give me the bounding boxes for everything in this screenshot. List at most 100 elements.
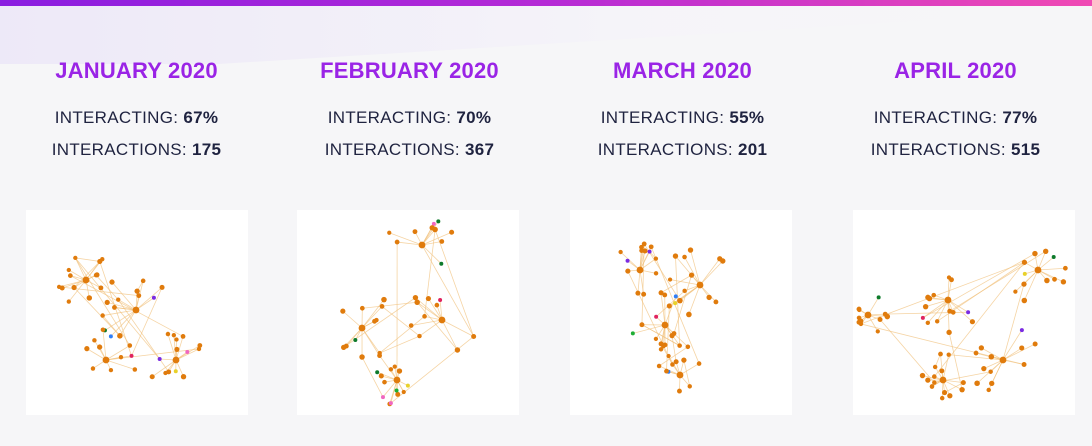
graph-node bbox=[434, 302, 440, 308]
graph-node bbox=[686, 311, 692, 318]
graph-node bbox=[635, 290, 641, 296]
graph-edge bbox=[377, 371, 398, 381]
graph-node bbox=[379, 304, 385, 309]
graph-node bbox=[926, 295, 933, 302]
graph-edge bbox=[650, 246, 700, 364]
month-title: FEBRUARY 2020 bbox=[320, 58, 499, 83]
graph-node bbox=[388, 367, 394, 372]
graph-node bbox=[92, 338, 97, 343]
graph-node bbox=[97, 344, 103, 350]
graph-node bbox=[688, 272, 695, 278]
graph-edge bbox=[421, 244, 442, 265]
graph-node bbox=[422, 314, 427, 319]
graph-node bbox=[359, 354, 365, 360]
graph-node bbox=[1022, 271, 1027, 276]
graph-edge bbox=[441, 319, 474, 337]
graph-node bbox=[999, 356, 1007, 364]
graph-node bbox=[656, 363, 662, 369]
graph-node bbox=[358, 324, 366, 332]
graph-node bbox=[696, 361, 702, 366]
graph-edge bbox=[991, 359, 1004, 384]
interacting-label: INTERACTING: bbox=[600, 108, 725, 127]
graph-node bbox=[109, 279, 115, 285]
graph-edge bbox=[670, 279, 701, 286]
graph-edge bbox=[660, 274, 692, 294]
network-graph bbox=[56, 255, 203, 380]
graph-node bbox=[73, 255, 78, 261]
graph-node bbox=[94, 272, 100, 278]
graph-edge bbox=[111, 281, 137, 311]
interacting-label: INTERACTING: bbox=[873, 108, 998, 127]
graph-edge bbox=[699, 284, 717, 303]
graph-node bbox=[653, 256, 659, 261]
graph-edge bbox=[942, 379, 963, 391]
graph-edge bbox=[671, 335, 677, 362]
graph-edge bbox=[666, 305, 670, 372]
graph-edge bbox=[690, 249, 701, 286]
month-panel-march: MARCH 2020 INTERACTING: 55% INTERACTIONS… bbox=[546, 0, 819, 446]
interactions-value: 201 bbox=[737, 140, 768, 159]
graph-edge bbox=[102, 329, 107, 361]
graph-edge bbox=[1002, 343, 1036, 361]
graph-node bbox=[639, 248, 645, 253]
graph-edge bbox=[948, 354, 1004, 361]
graph-edge bbox=[86, 348, 107, 361]
graph-node bbox=[666, 353, 671, 359]
graph-edge bbox=[104, 309, 137, 331]
graph-node bbox=[648, 244, 654, 250]
graph-node bbox=[412, 294, 419, 301]
graph-node bbox=[966, 310, 971, 315]
interactions-value: 515 bbox=[1010, 140, 1041, 159]
graph-node bbox=[677, 297, 683, 304]
graph-node bbox=[1060, 279, 1067, 285]
network-graph-card bbox=[853, 210, 1075, 415]
graph-node bbox=[172, 356, 180, 364]
graph-edge bbox=[114, 307, 137, 311]
graph-node bbox=[639, 244, 644, 250]
graph-edge bbox=[75, 257, 160, 360]
graph-node bbox=[454, 347, 461, 353]
graph-node bbox=[639, 322, 645, 328]
interactions-stat: INTERACTIONS: 515 bbox=[819, 140, 1092, 160]
top-accent-bar bbox=[0, 0, 1092, 6]
graph-edge bbox=[441, 319, 458, 351]
graph-edge bbox=[74, 257, 87, 281]
graph-edge bbox=[944, 382, 964, 393]
graph-edge bbox=[699, 260, 724, 286]
graph-edge bbox=[379, 335, 420, 354]
graph-node bbox=[934, 319, 940, 324]
graph-node bbox=[353, 338, 358, 343]
graph-edge bbox=[95, 274, 119, 300]
graph-node bbox=[946, 275, 952, 280]
graph-node bbox=[947, 393, 953, 399]
graph-edge bbox=[397, 241, 423, 246]
graph-node bbox=[149, 374, 155, 380]
graph-node bbox=[132, 306, 140, 314]
graph-node bbox=[960, 380, 966, 386]
interacting-value: 67% bbox=[183, 108, 219, 127]
graph-node bbox=[82, 276, 90, 284]
graph-edge bbox=[684, 256, 701, 286]
graph-edge bbox=[70, 275, 184, 337]
graph-node bbox=[676, 371, 684, 379]
graph-edge bbox=[641, 324, 680, 346]
graph-edge bbox=[94, 340, 107, 361]
graph-node bbox=[658, 290, 664, 296]
graph-edge bbox=[947, 299, 950, 333]
interactions-value: 175 bbox=[191, 140, 222, 159]
graph-node bbox=[929, 384, 935, 389]
graph-node bbox=[66, 299, 71, 304]
graph-node bbox=[157, 356, 162, 361]
graph-edge bbox=[167, 333, 177, 361]
interactions-stat: INTERACTIONS: 175 bbox=[0, 140, 273, 160]
graph-node bbox=[151, 295, 156, 300]
graph-node bbox=[132, 367, 138, 372]
graph-edge bbox=[428, 298, 443, 321]
graph-node bbox=[418, 241, 426, 249]
graph-node bbox=[359, 305, 365, 311]
graph-node bbox=[84, 346, 90, 352]
graph-node bbox=[436, 219, 441, 224]
graph-node bbox=[393, 376, 401, 384]
graph-node bbox=[387, 230, 392, 235]
network-graph-card bbox=[570, 210, 792, 415]
